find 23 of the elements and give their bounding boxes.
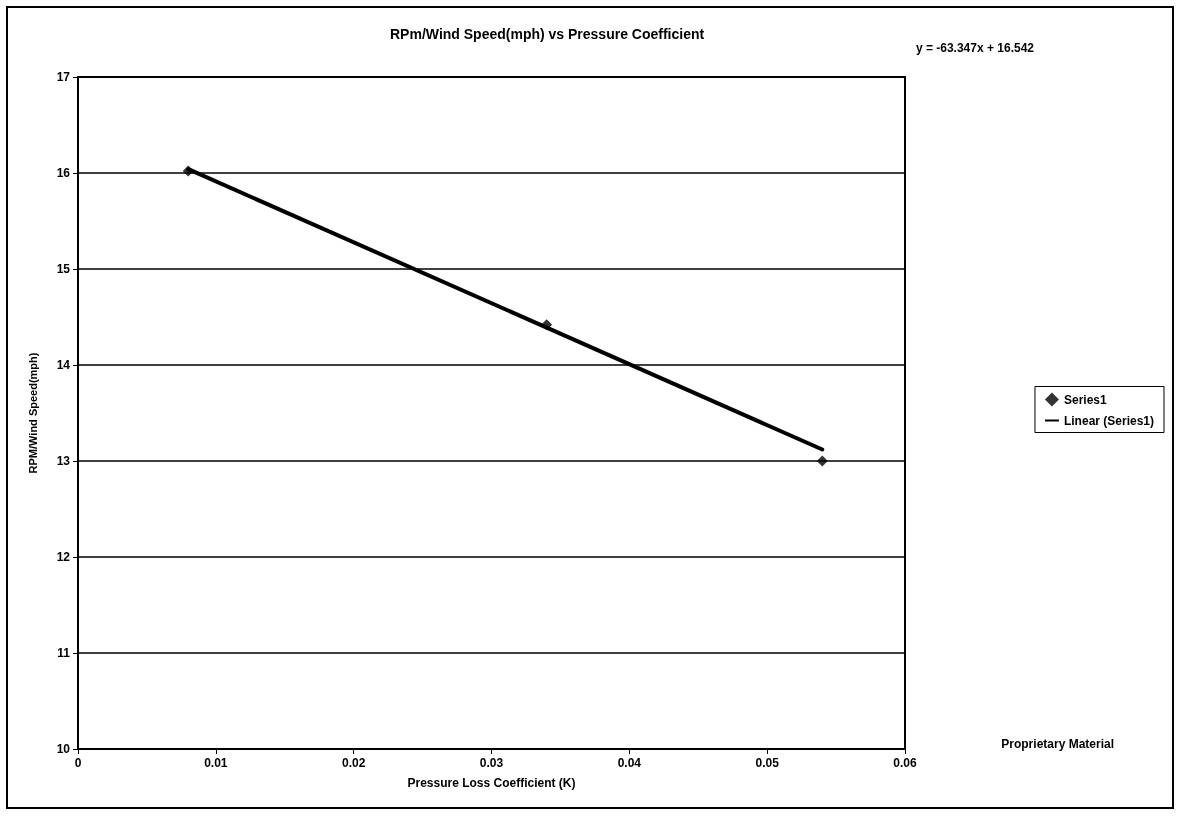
y-axis-title: RPM/Wind Speed(mph) xyxy=(26,352,39,474)
x-tick-label: 0.02 xyxy=(341,756,366,770)
point xyxy=(816,455,828,467)
legend-label: Linear (Series1) xyxy=(1063,413,1155,428)
x-axis-title: Pressure Loss Coefficient (K) xyxy=(407,776,576,790)
legend-label: Series1 xyxy=(1063,392,1107,407)
x-tick-label: 0.01 xyxy=(204,756,228,770)
y-tick-label: 12 xyxy=(56,550,71,564)
y-tick-label: 10 xyxy=(56,742,71,756)
x-tick-label: 0 xyxy=(74,756,82,770)
text: Proprietary Material xyxy=(1001,737,1115,751)
y-tick-label: 13 xyxy=(56,454,71,468)
x-tick-label: 0.05 xyxy=(755,756,780,770)
text: y = -63.347x + 16.542 xyxy=(915,41,1035,55)
chart-title: RPm/Wind Speed(mph) vs Pressure Coefficient xyxy=(390,26,705,42)
x-tick-label: 0.03 xyxy=(479,756,504,770)
x-tick-label: 0.06 xyxy=(893,756,917,770)
y-tick-label: 16 xyxy=(56,166,71,180)
y-tick-label: 11 xyxy=(57,646,71,660)
x-tick-label: 0.04 xyxy=(617,756,642,770)
y-tick-label: 14 xyxy=(56,358,71,372)
y-tick-label: 15 xyxy=(56,262,71,276)
y-tick-label: 17 xyxy=(56,70,71,84)
